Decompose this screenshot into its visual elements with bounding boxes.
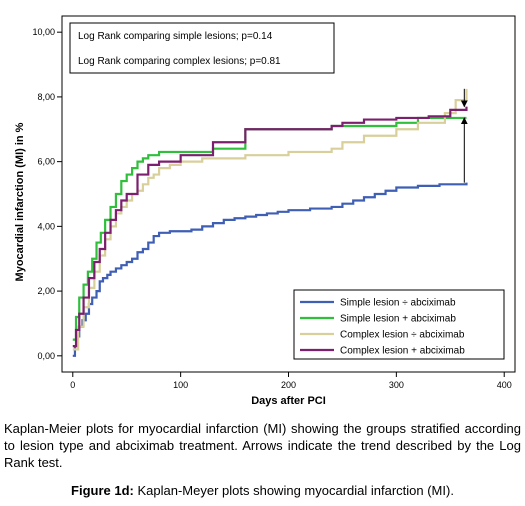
y-tick-label: 0,00 (37, 351, 55, 361)
x-tick-label: 300 (389, 380, 404, 390)
log-rank-box (69, 22, 335, 74)
x-axis-label: Days after PCI (251, 395, 326, 407)
y-axis-label: Myocardial infarction (MI) in % (14, 122, 26, 281)
figure-title: Figure 1d: Kaplan-Meyer plots showing my… (0, 483, 525, 498)
y-tick-label: 8,00 (37, 92, 55, 102)
log-rank-note-1: Log Rank comparing simple lesions; p=0.1… (78, 31, 273, 42)
series-line-4 (72, 106, 468, 348)
legend-label-3: Complex lesion ÷ abciximab (340, 330, 465, 341)
x-tick-label: 100 (173, 380, 188, 390)
kaplan-meier-figure: 0,00 2,00 4,00 6,00 8,00 10,00 0 100 200 300 400 Da… (14, 15, 516, 407)
x-tick-label: 200 (281, 380, 296, 390)
figure-title-label: Figure 1d: (71, 483, 134, 498)
series-line-2 (72, 116, 467, 341)
y-tick-label: 6,00 (37, 157, 55, 167)
x-tick-label: 0 (70, 380, 75, 390)
y-tick-label: 4,00 (37, 221, 55, 231)
legend-label-4: Complex lesion + abciximab (340, 346, 465, 357)
figure-title-text: Kaplan-Meyer plots showing myocardial in… (133, 483, 454, 498)
series-line-1 (72, 182, 468, 357)
legend-label-1: Simple lesion ÷ abciximab (340, 298, 456, 309)
y-tick-label: 10,00 (32, 27, 55, 37)
kaplan-meier-chart: 0,00 2,00 4,00 6,00 8,00 10,00 0 100 200 300 400 Da… (14, 15, 516, 407)
log-rank-note-2: Log Rank comparing complex lesions; p=0.… (78, 56, 281, 67)
legend-label-2: Simple lesion + abciximab (340, 314, 456, 325)
figure-caption: Kaplan-Meier plots for myocardial infarc… (4, 421, 521, 470)
legend: Simple lesion ÷ abciximab Simple lesion +… (293, 289, 505, 360)
x-tick-label: 400 (497, 380, 512, 390)
y-tick-label: 2,00 (37, 286, 55, 296)
